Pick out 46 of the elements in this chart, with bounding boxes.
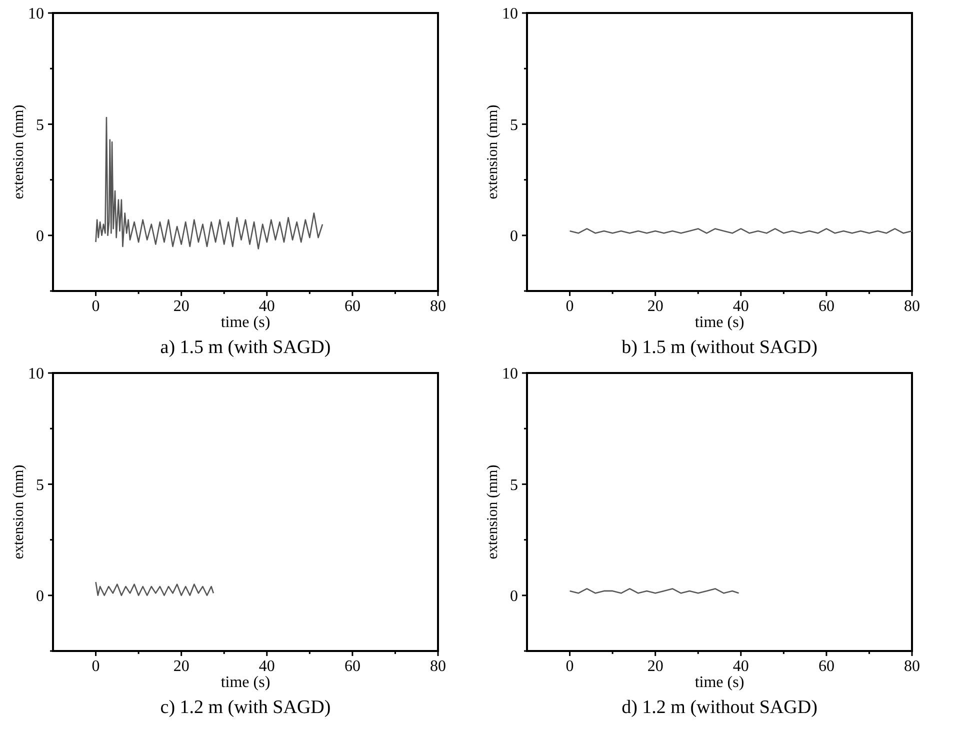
y-tick-label: 10 <box>502 366 518 383</box>
y-tick-label: 5 <box>510 476 518 494</box>
y-axis-title: extension (mm) <box>11 464 27 560</box>
text: c) 1.2 m (with SAGD) <box>160 697 331 718</box>
y-axis-title: extension (mm) <box>485 104 501 200</box>
x-tick-label: 60 <box>818 658 834 675</box>
x-axis-title: time (s) <box>220 314 270 331</box>
y-tick-label: 0 <box>36 588 44 605</box>
y-axis-title: extension (mm) <box>485 464 501 560</box>
x-tick-label: 20 <box>173 298 190 315</box>
y-tick-label: 0 <box>510 228 518 245</box>
x-axis-title: time (s) <box>220 674 270 691</box>
y-tick-label: 0 <box>36 228 44 245</box>
line-series <box>95 581 214 596</box>
x-tick-label: 0 <box>566 658 574 675</box>
x-tick-label: 40 <box>258 298 275 315</box>
y-axis-title: extension (mm) <box>11 104 27 200</box>
x-axis-title: time (s) <box>694 314 744 331</box>
x-tick-label: 60 <box>818 298 834 315</box>
y-tick-label: 5 <box>36 476 44 494</box>
x-tick-label: 20 <box>647 658 664 675</box>
x-tick-label: 40 <box>732 658 749 675</box>
x-tick-label: 60 <box>344 298 360 315</box>
x-tick-label: 40 <box>732 298 749 315</box>
x-tick-label: 80 <box>430 658 446 675</box>
y-tick-label: 5 <box>510 116 518 134</box>
x-tick-label: 40 <box>258 658 275 675</box>
x-tick-label: 0 <box>92 298 100 315</box>
y-tick-label: 5 <box>36 116 44 134</box>
text: d) 1.2 m (without SAGD) <box>622 697 818 718</box>
x-tick-label: 80 <box>430 298 446 315</box>
text: a) 1.5 m (with SAGD) <box>160 337 331 358</box>
x-tick-label: 80 <box>904 658 920 675</box>
x-tick-label: 0 <box>92 658 100 675</box>
x-tick-label: 80 <box>904 298 920 315</box>
x-axis-title: time (s) <box>694 674 744 691</box>
y-tick-label: 10 <box>28 366 44 383</box>
y-tick-label: 10 <box>28 6 44 23</box>
y-tick-label: 0 <box>510 588 518 605</box>
x-tick-label: 20 <box>647 298 664 315</box>
y-tick-label: 10 <box>502 6 518 23</box>
x-tick-label: 60 <box>344 658 360 675</box>
x-tick-label: 20 <box>173 658 190 675</box>
text: b) 1.5 m (without SAGD) <box>622 337 818 358</box>
line-series <box>95 116 324 250</box>
x-tick-label: 0 <box>566 298 574 315</box>
